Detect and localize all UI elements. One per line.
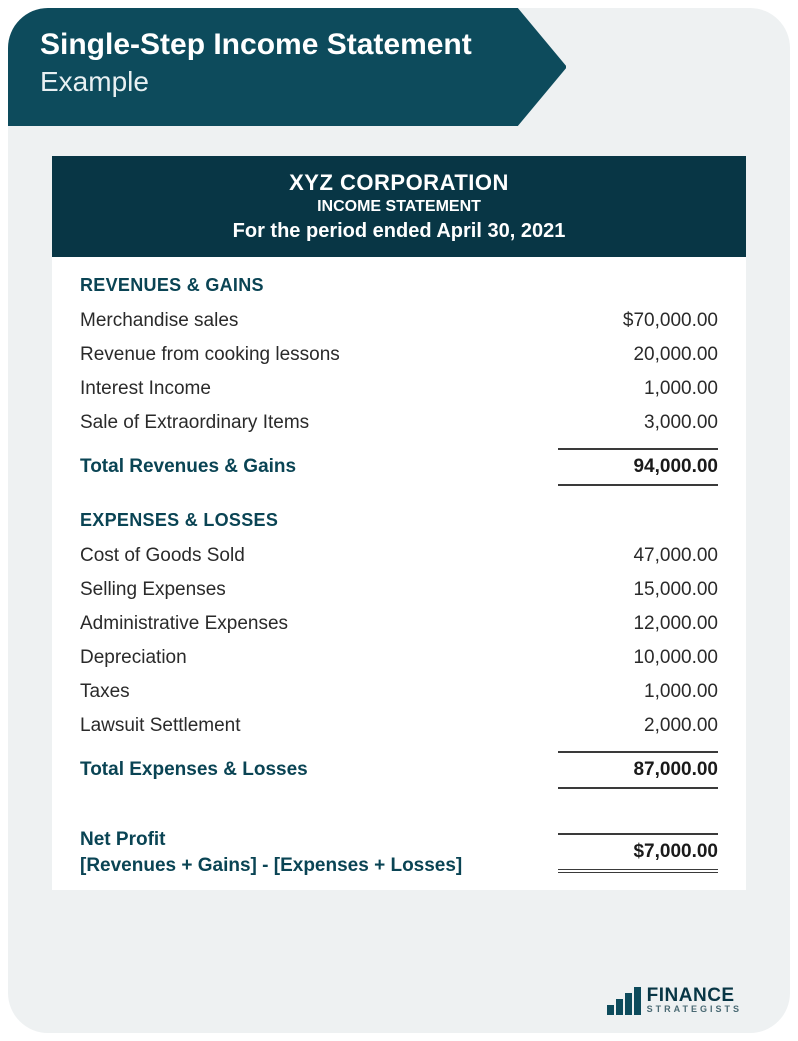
banner-title: Single-Step Income Statement bbox=[8, 8, 566, 62]
net-profit-label-line1: Net Profit bbox=[80, 829, 166, 850]
expense-item-label: Taxes bbox=[80, 681, 558, 703]
revenues-section: REVENUES & GAINS Merchandise sales$70,00… bbox=[52, 257, 746, 492]
income-statement: XYZ CORPORATION INCOME STATEMENT For the… bbox=[52, 156, 746, 890]
company-name: XYZ CORPORATION bbox=[52, 170, 746, 196]
expense-item-value: 15,000.00 bbox=[558, 579, 718, 601]
expense-item-label: Depreciation bbox=[80, 647, 558, 669]
bars-icon bbox=[607, 985, 641, 1015]
revenue-item-row: Revenue from cooking lessons20,000.00 bbox=[80, 338, 718, 372]
expenses-section: EXPENSES & LOSSES Cost of Goods Sold47,0… bbox=[52, 492, 746, 795]
expenses-total-row: Total Expenses & Losses 87,000.00 bbox=[80, 743, 718, 795]
brand-line2: STRATEGISTS bbox=[647, 1005, 742, 1013]
brand-line1: FINANCE bbox=[647, 987, 742, 1004]
expense-item-value: 47,000.00 bbox=[558, 545, 718, 567]
expense-item-label: Administrative Expenses bbox=[80, 613, 558, 635]
revenue-item-value: 3,000.00 bbox=[558, 412, 718, 434]
revenue-item-label: Revenue from cooking lessons bbox=[80, 344, 558, 366]
revenue-item-value: $70,000.00 bbox=[558, 310, 718, 332]
brand-logo: FINANCE STRATEGISTS bbox=[607, 985, 742, 1015]
revenues-total-label: Total Revenues & Gains bbox=[80, 456, 296, 478]
statement-header: XYZ CORPORATION INCOME STATEMENT For the… bbox=[52, 156, 746, 257]
net-profit-section: Net Profit [Revenues + Gains] - [Expense… bbox=[52, 795, 746, 884]
revenue-item-row: Sale of Extraordinary Items3,000.00 bbox=[80, 406, 718, 440]
revenue-item-value: 1,000.00 bbox=[558, 378, 718, 400]
net-profit-label: Net Profit [Revenues + Gains] - [Expense… bbox=[80, 827, 462, 878]
net-profit-row: Net Profit [Revenues + Gains] - [Expense… bbox=[80, 813, 718, 884]
net-profit-value: $7,000.00 bbox=[558, 833, 718, 873]
expense-item-row: Cost of Goods Sold47,000.00 bbox=[80, 539, 718, 573]
info-card: Single-Step Income Statement Example XYZ… bbox=[8, 8, 790, 1033]
revenue-item-row: Merchandise sales$70,000.00 bbox=[80, 304, 718, 338]
revenues-total-value: 94,000.00 bbox=[558, 448, 718, 486]
expense-item-label: Cost of Goods Sold bbox=[80, 545, 558, 567]
expense-item-label: Lawsuit Settlement bbox=[80, 715, 558, 737]
expense-item-label: Selling Expenses bbox=[80, 579, 558, 601]
expenses-total-value: 87,000.00 bbox=[558, 751, 718, 789]
expenses-total-label: Total Expenses & Losses bbox=[80, 759, 308, 781]
expense-item-value: 12,000.00 bbox=[558, 613, 718, 635]
expense-item-row: Administrative Expenses12,000.00 bbox=[80, 607, 718, 641]
expense-item-value: 10,000.00 bbox=[558, 647, 718, 669]
expense-item-row: Depreciation10,000.00 bbox=[80, 641, 718, 675]
revenues-total-row: Total Revenues & Gains 94,000.00 bbox=[80, 440, 718, 492]
banner: Single-Step Income Statement Example bbox=[8, 8, 566, 126]
revenues-title: REVENUES & GAINS bbox=[80, 275, 718, 296]
net-profit-label-line2: [Revenues + Gains] - [Expenses + Losses] bbox=[80, 855, 462, 876]
expense-item-row: Taxes1,000.00 bbox=[80, 675, 718, 709]
expense-item-value: 1,000.00 bbox=[558, 681, 718, 703]
brand-text: FINANCE STRATEGISTS bbox=[647, 987, 742, 1012]
revenue-item-label: Merchandise sales bbox=[80, 310, 558, 332]
revenue-item-value: 20,000.00 bbox=[558, 344, 718, 366]
banner-subtitle: Example bbox=[8, 62, 566, 98]
expense-item-value: 2,000.00 bbox=[558, 715, 718, 737]
expense-item-row: Selling Expenses15,000.00 bbox=[80, 573, 718, 607]
revenue-item-row: Interest Income1,000.00 bbox=[80, 372, 718, 406]
revenue-item-label: Interest Income bbox=[80, 378, 558, 400]
document-type: INCOME STATEMENT bbox=[52, 198, 746, 216]
revenue-item-label: Sale of Extraordinary Items bbox=[80, 412, 558, 434]
expenses-title: EXPENSES & LOSSES bbox=[80, 510, 718, 531]
expense-item-row: Lawsuit Settlement2,000.00 bbox=[80, 709, 718, 743]
reporting-period: For the period ended April 30, 2021 bbox=[52, 220, 746, 243]
